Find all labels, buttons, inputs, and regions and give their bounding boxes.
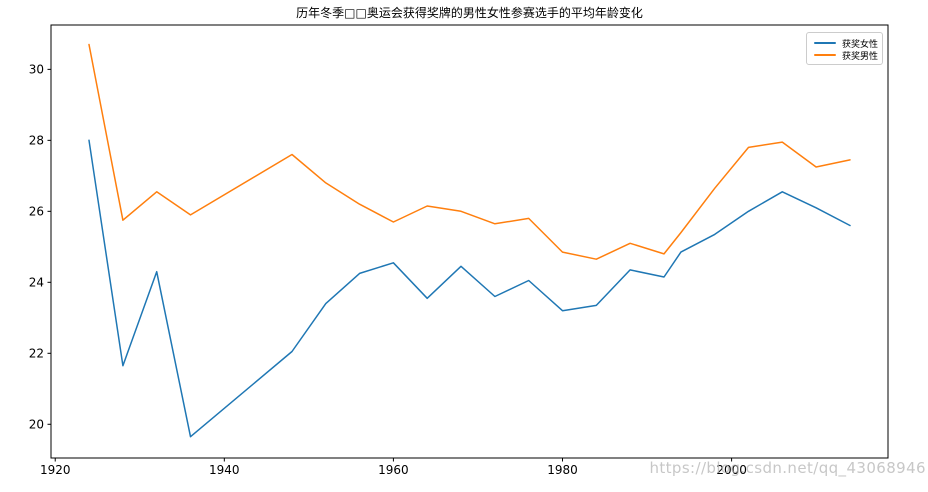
y-tick-label: 22	[29, 346, 44, 360]
x-tick-label: 2000	[716, 463, 747, 477]
x-tick-label: 1980	[547, 463, 578, 477]
x-tick-label: 1920	[40, 463, 71, 477]
legend-item-male: 获奖男性	[814, 49, 879, 62]
y-tick-label: 30	[29, 62, 44, 76]
x-tick-label: 1960	[378, 463, 409, 477]
series-line-1	[88, 43, 851, 260]
axes-frame	[50, 24, 889, 459]
series-line-0	[88, 139, 851, 438]
legend-line-swatch-male	[814, 54, 836, 56]
y-tick-label: 20	[29, 417, 44, 431]
y-tick-label: 26	[29, 204, 44, 218]
x-tick-label: 1940	[209, 463, 240, 477]
legend-label-female: 获奖女性	[842, 39, 879, 50]
y-tick-label: 28	[29, 133, 44, 147]
chart-title: 历年冬季□□奥运会获得奖牌的男性女性参赛选手的平均年龄变化	[296, 6, 643, 20]
legend-label-male: 获奖男性	[842, 51, 879, 62]
y-tick-label: 24	[29, 275, 44, 289]
legend: 获奖女性 获奖男性	[806, 32, 883, 65]
legend-line-swatch-female	[814, 42, 836, 44]
legend-item-female: 获奖女性	[814, 37, 879, 50]
